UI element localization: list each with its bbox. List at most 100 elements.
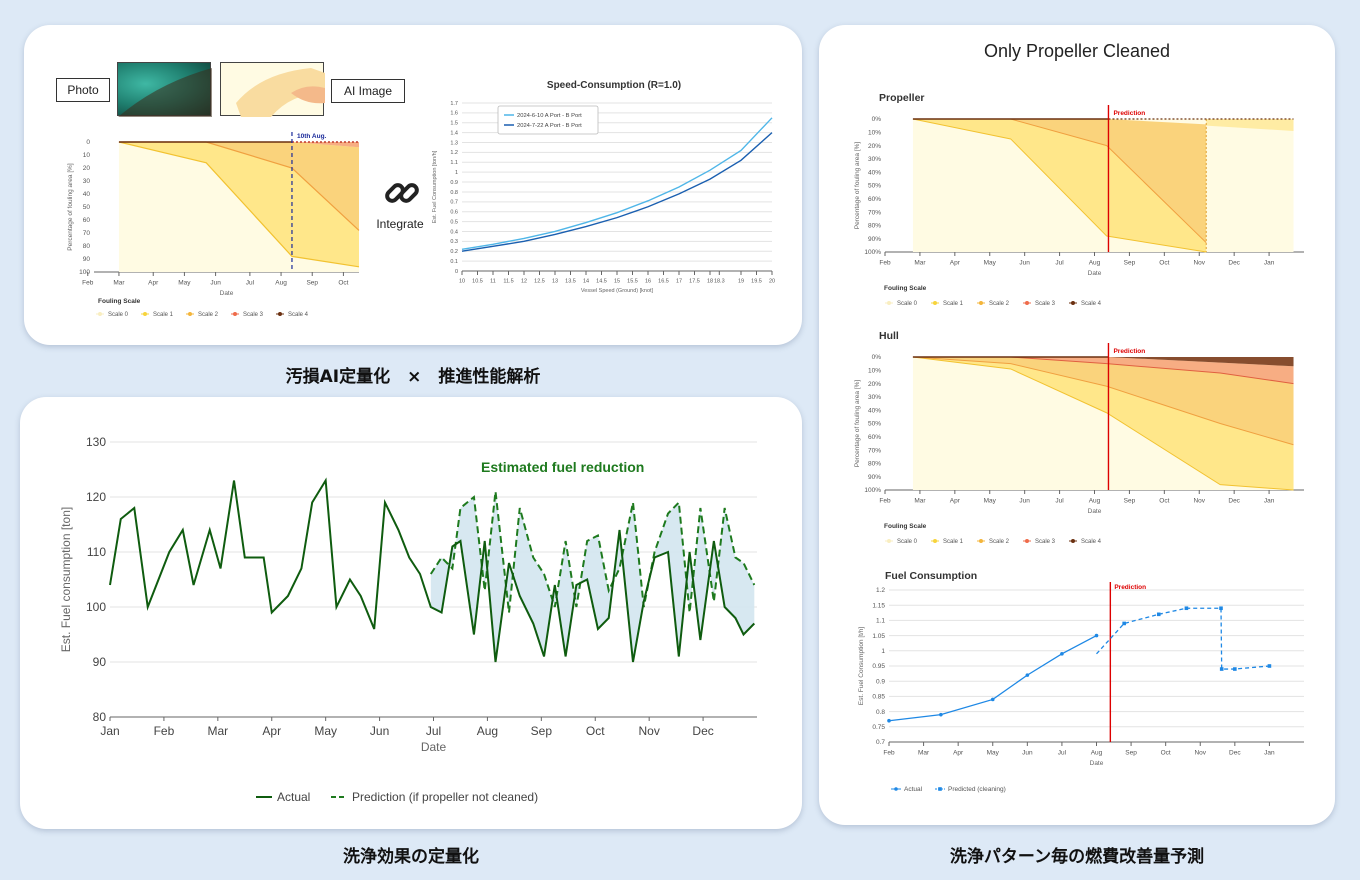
- fuel-reduction-chart: 80 90 100 110 120 130 Jan Feb Mar Apr May Jun Jul Aug…: [59, 435, 757, 804]
- y-tick-label: 80: [83, 243, 91, 250]
- x-tick-label: 13: [552, 279, 558, 285]
- y-tick-label: 0.6: [450, 210, 458, 216]
- x-tick-label: Jun: [1019, 498, 1030, 505]
- y-tick-label: 0.7: [876, 739, 885, 746]
- fouling-analysis-card: Photo AI Image 0 10 20 30 40 50 60 70 80 90 100 Feb…: [24, 25, 802, 345]
- y-tick-label: 40: [83, 191, 91, 198]
- y-tick-label: 80: [93, 710, 107, 724]
- y-tick-label: 0.5: [450, 219, 458, 225]
- scale3-area: [118, 142, 359, 148]
- ai-image-overlay: [236, 68, 325, 117]
- x-tick-label: 15.5: [627, 279, 638, 285]
- x-tick-label: Oct: [1159, 260, 1169, 267]
- y-tick-label: 30%: [868, 394, 881, 401]
- x-tick-label: Feb: [879, 498, 891, 505]
- y-tick-label: 40%: [868, 407, 881, 414]
- predicted-point: [1233, 667, 1237, 671]
- y-tick-label: 80%: [868, 461, 881, 468]
- x-tick-label: May: [314, 724, 337, 738]
- x-tick-label: Apr: [950, 498, 961, 505]
- predicted-point: [1184, 606, 1189, 611]
- x-tick-label: Dec: [1229, 750, 1241, 757]
- y-tick-label: 50%: [868, 421, 881, 428]
- x-tick-label: Aug: [477, 724, 498, 738]
- x-tick-label: Aug: [1091, 750, 1103, 757]
- predicted-line: [1096, 607, 1270, 670]
- x-tick-label: 13.5: [565, 279, 576, 285]
- chart-title: Speed-Consumption (R=1.0): [547, 80, 681, 91]
- x-tick-label: Apr: [262, 724, 281, 738]
- legend-label: 2024-7-22 A Port - B Port: [517, 123, 582, 129]
- chart-title: Estimated fuel reduction: [481, 459, 644, 475]
- y-tick-label: 0.3: [450, 239, 458, 245]
- legend-label: 2024-6-10 A Port - B Port: [517, 113, 582, 119]
- x-tick-label: Mar: [914, 260, 926, 267]
- y-tick-label: 100%: [864, 487, 881, 494]
- x-tick-label: Jul: [246, 280, 255, 287]
- legend-label: Scale 3: [1035, 539, 1056, 545]
- y-tick-label: 0.1: [450, 259, 458, 265]
- legend-prediction-label: Prediction (if propeller not cleaned): [352, 790, 538, 804]
- right-panel-title: Only Propeller Cleaned: [983, 41, 1171, 61]
- legend-title: Fouling Scale: [98, 298, 141, 305]
- x-tick-label: Oct: [586, 724, 605, 738]
- y-tick-label: 80%: [868, 223, 881, 230]
- x-tick-label: Apr: [148, 280, 159, 287]
- x-axis-label: Date: [1088, 270, 1102, 277]
- legend-actual-label: Actual: [904, 786, 923, 793]
- actual-point: [887, 718, 891, 723]
- series-line: [461, 117, 773, 250]
- y-axis-label: Percentage of fouling area [%]: [854, 380, 861, 468]
- legend-label: Scale 1: [943, 301, 964, 307]
- y-tick-label: 1.5: [450, 121, 458, 127]
- prediction-label: Prediction: [1113, 110, 1145, 117]
- y-tick-label: 60%: [868, 434, 881, 441]
- caption-pattern-prediction: 洗浄パターン毎の燃費改善量予測: [949, 847, 1205, 867]
- y-tick-label: 40%: [868, 169, 881, 176]
- speed-consumption-chart: Speed-Consumption (R=1.0) 0 0.1 0.2 0.3 0.4 0.…: [432, 80, 775, 294]
- legend-label: Scale 3: [1035, 301, 1056, 307]
- y-tick-label: 10: [83, 152, 91, 159]
- scale-boundary: [912, 356, 1294, 491]
- legend-label: Scale 1: [943, 539, 964, 545]
- scale2-area: [118, 142, 359, 231]
- chart-title: Hull: [879, 330, 899, 342]
- fuel-consumption-chart: Fuel Consumption 0.7 0.75 0.8 0.85 0.9 0.95 1 1.…: [858, 570, 1304, 793]
- x-tick-label: Nov: [1193, 498, 1205, 505]
- x-tick-label: May: [984, 260, 997, 267]
- x-tick-label: Feb: [82, 280, 94, 287]
- y-tick-label: 10%: [868, 367, 881, 374]
- y-tick-label: 50: [83, 204, 91, 211]
- x-tick-label: Jun: [1022, 750, 1033, 757]
- y-tick-label: 30: [83, 178, 91, 185]
- series-line: [461, 132, 773, 252]
- y-tick-label: 130: [86, 435, 106, 449]
- x-tick-label: 12: [521, 279, 527, 285]
- x-tick-label: May: [178, 280, 191, 287]
- x-tick-label: 18: [707, 279, 713, 285]
- ai-image-label: AI Image: [331, 79, 405, 103]
- y-tick-label: 0.2: [450, 249, 458, 255]
- x-tick-label: Jan: [100, 724, 119, 738]
- y-tick-label: 1.4: [450, 130, 458, 136]
- y-tick-label: 1.1: [876, 618, 885, 625]
- y-tick-label: 0.75: [872, 724, 885, 731]
- legend-title: Fouling Scale: [884, 523, 927, 530]
- y-tick-label: 90%: [868, 474, 881, 481]
- y-tick-label: 60: [83, 217, 91, 224]
- x-tick-label: 16: [645, 279, 651, 285]
- x-tick-label: 17: [676, 279, 682, 285]
- x-tick-label: Mar: [207, 724, 228, 738]
- legend-label: Scale 2: [198, 312, 219, 318]
- y-tick-label: 1.6: [450, 111, 458, 117]
- scale-boundary: [912, 356, 1294, 446]
- photo-label: Photo: [56, 78, 110, 102]
- y-tick-label: 1.3: [450, 140, 458, 146]
- x-axis-label: Vessel Speed (Ground) [knot]: [581, 288, 654, 294]
- x-tick-label: May: [987, 750, 1000, 757]
- y-tick-label: 70%: [868, 447, 881, 454]
- legend-label: Scale 3: [243, 312, 264, 318]
- x-tick-label: Mar: [918, 750, 930, 757]
- y-tick-label: 100: [86, 600, 106, 614]
- x-tick-label: Oct: [338, 280, 348, 287]
